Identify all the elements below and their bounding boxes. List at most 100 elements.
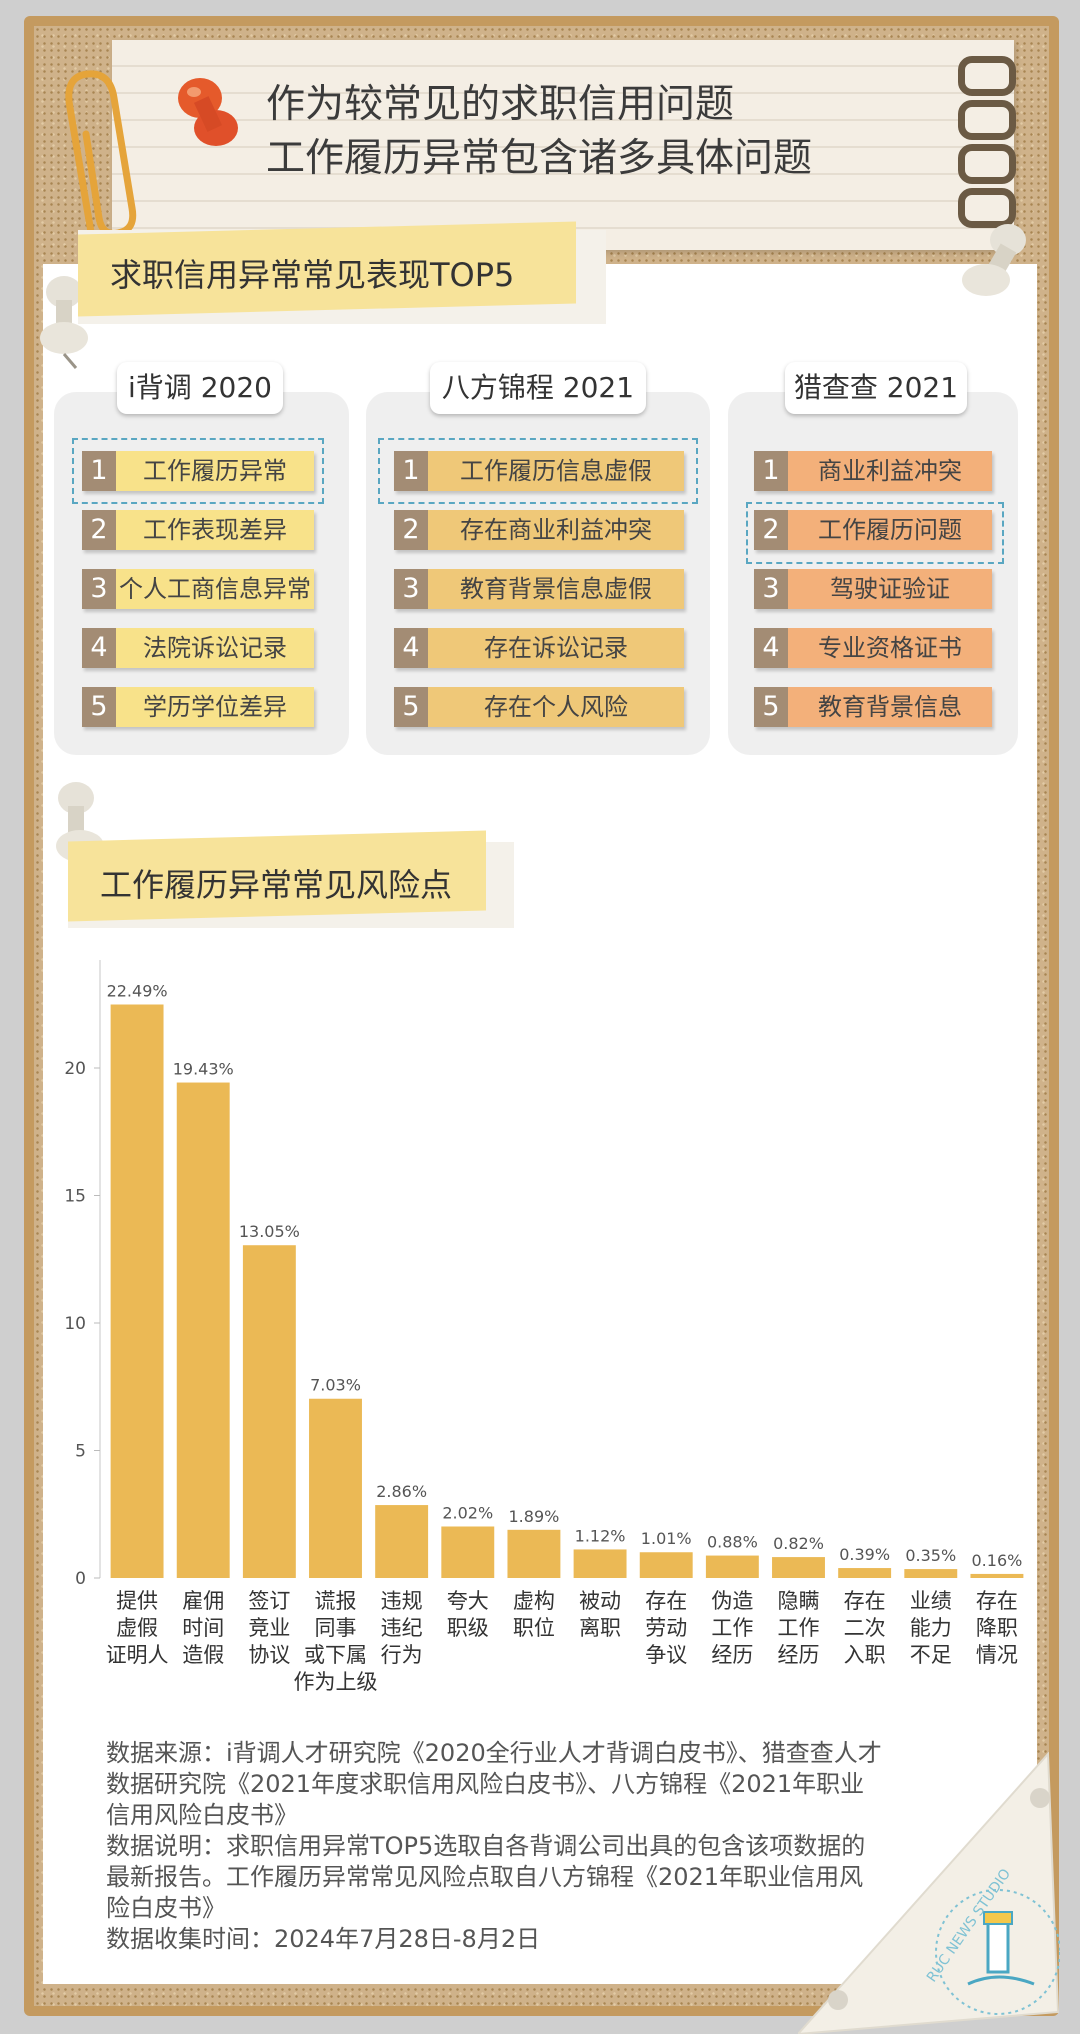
bar (375, 1505, 429, 1578)
bar (507, 1529, 561, 1578)
x-tick-label: 存在 (976, 1589, 1018, 1613)
rank-number: 5 (754, 687, 788, 727)
y-tick-label: 10 (64, 1314, 86, 1334)
top5-item: 1 工作履历信息虚假 (394, 451, 684, 491)
x-tick-label: 工作 (711, 1616, 753, 1640)
top5-item: 5 教育背景信息 (754, 687, 992, 727)
section1-title: 求职信用异常常见表现TOP5 (110, 256, 515, 294)
x-tick-label: 谎报 (315, 1589, 357, 1613)
header-note (112, 40, 1014, 250)
section2-title: 工作履历异常常见风险点 (100, 866, 453, 904)
pushpin-icon (962, 224, 1026, 296)
rank-number: 1 (82, 451, 116, 491)
x-tick-label: 能力 (910, 1616, 952, 1640)
binder-ring (958, 56, 1016, 96)
x-tick-label: 存在 (844, 1589, 886, 1613)
x-tick-label: 证明人 (106, 1643, 169, 1667)
bar-value-label: 0.16% (972, 1551, 1023, 1570)
bar-value-label: 1.01% (641, 1529, 692, 1548)
item-label: 工作履历异常 (116, 451, 314, 491)
bar (904, 1569, 958, 1578)
rank-number: 2 (82, 510, 116, 550)
x-tick-label: 存在 (645, 1589, 687, 1613)
x-tick-label: 雇佣 (182, 1589, 224, 1613)
x-tick-label: 协议 (248, 1643, 290, 1667)
x-tick-label: 虚假 (116, 1616, 158, 1640)
rank-number: 2 (754, 510, 788, 550)
x-tick-label: 签订 (248, 1589, 290, 1613)
bar-value-label: 22.49% (107, 982, 168, 1001)
x-tick-label: 违纪 (381, 1616, 423, 1640)
source-title: i背调 2020 (117, 362, 283, 414)
rank-number: 4 (754, 628, 788, 668)
item-label: 教育背景信息 (788, 687, 992, 727)
y-tick-label: 0 (75, 1569, 86, 1589)
ruc-news-studio-logo: RUC NEWS STUDIO (798, 1752, 1060, 2034)
top5-item: 3 驾驶证验证 (754, 569, 992, 609)
top5-item: 4 法院诉讼记录 (82, 628, 314, 668)
title-line-2: 工作履历异常包含诸多具体问题 (266, 136, 813, 181)
bar (176, 1082, 230, 1578)
item-label: 专业资格证书 (788, 628, 992, 668)
x-tick-label: 劳动 (645, 1616, 687, 1640)
rank-number: 5 (394, 687, 428, 727)
bar-value-label: 1.12% (575, 1526, 626, 1545)
x-tick-label: 业绩 (910, 1589, 952, 1613)
paperclip-icon (65, 70, 137, 242)
pushpin-icon (40, 276, 88, 369)
item-label: 存在诉讼记录 (428, 628, 684, 668)
x-tick-label: 离职 (579, 1616, 621, 1640)
red-pushpin-icon (178, 78, 238, 146)
bar-value-label: 7.03% (310, 1376, 361, 1395)
item-label: 存在商业利益冲突 (428, 510, 684, 550)
bar (309, 1398, 362, 1578)
source-title: 猎查查 2021 (785, 362, 967, 414)
highlight-box (746, 502, 1004, 564)
x-tick-label: 行为 (381, 1643, 423, 1667)
x-tick-label: 职位 (513, 1616, 555, 1640)
bar-value-label: 0.88% (707, 1533, 758, 1552)
item-label: 个人工商信息异常 (116, 569, 314, 609)
x-tick-label: 入职 (844, 1643, 886, 1667)
rank-number: 2 (394, 510, 428, 550)
item-label: 驾驶证验证 (788, 569, 992, 609)
top5-item: 1 工作履历异常 (82, 451, 314, 491)
bar (573, 1549, 627, 1578)
note-description: 数据说明：求职信用异常TOP5选取自各背调公司出具的包含该项数据的最新报告。工作… (106, 1832, 866, 1922)
y-tick-label: 5 (75, 1442, 86, 1462)
title-line-1: 作为较常见的求职信用问题 (266, 82, 735, 127)
x-tick-label: 违规 (381, 1589, 423, 1613)
top5-item: 5 存在个人风险 (394, 687, 684, 727)
item-label: 商业利益冲突 (788, 451, 992, 491)
highlight-box (378, 438, 698, 504)
rank-number: 3 (754, 569, 788, 609)
rank-number: 4 (82, 628, 116, 668)
x-tick-label: 同事 (315, 1616, 357, 1640)
x-tick-label: 隐瞒 (778, 1589, 820, 1613)
notes: 数据来源：i背调人才研究院《2020全行业人才背调白皮书》、猎查查人才数据研究院… (106, 1738, 886, 1955)
bar-value-label: 1.89% (509, 1507, 560, 1526)
x-tick-label: 工作 (778, 1616, 820, 1640)
x-tick-label: 经历 (778, 1643, 820, 1667)
top5-item: 2 存在商业利益冲突 (394, 510, 684, 550)
bar (772, 1557, 825, 1578)
x-tick-label: 提供 (116, 1589, 158, 1613)
bar (242, 1245, 296, 1578)
note-source: 数据来源：i背调人才研究院《2020全行业人才背调白皮书》、猎查查人才数据研究院… (106, 1739, 882, 1829)
top5-item: 2 工作履历问题 (754, 510, 992, 550)
x-tick-label: 虚构 (513, 1589, 555, 1613)
bar (970, 1573, 1024, 1578)
top5-item: 2 工作表现差异 (82, 510, 314, 550)
rank-number: 3 (82, 569, 116, 609)
x-tick-label: 职级 (447, 1616, 489, 1640)
x-tick-label: 竞业 (248, 1616, 290, 1640)
x-tick-label: 争议 (645, 1643, 687, 1667)
item-label: 工作履历信息虚假 (428, 451, 684, 491)
item-label: 工作表现差异 (116, 510, 314, 550)
bar-value-label: 19.43% (173, 1060, 234, 1079)
rank-number: 3 (394, 569, 428, 609)
x-tick-label: 二次 (844, 1616, 886, 1640)
source-title: 八方锦程 2021 (430, 362, 646, 414)
item-label: 工作履历问题 (788, 510, 992, 550)
